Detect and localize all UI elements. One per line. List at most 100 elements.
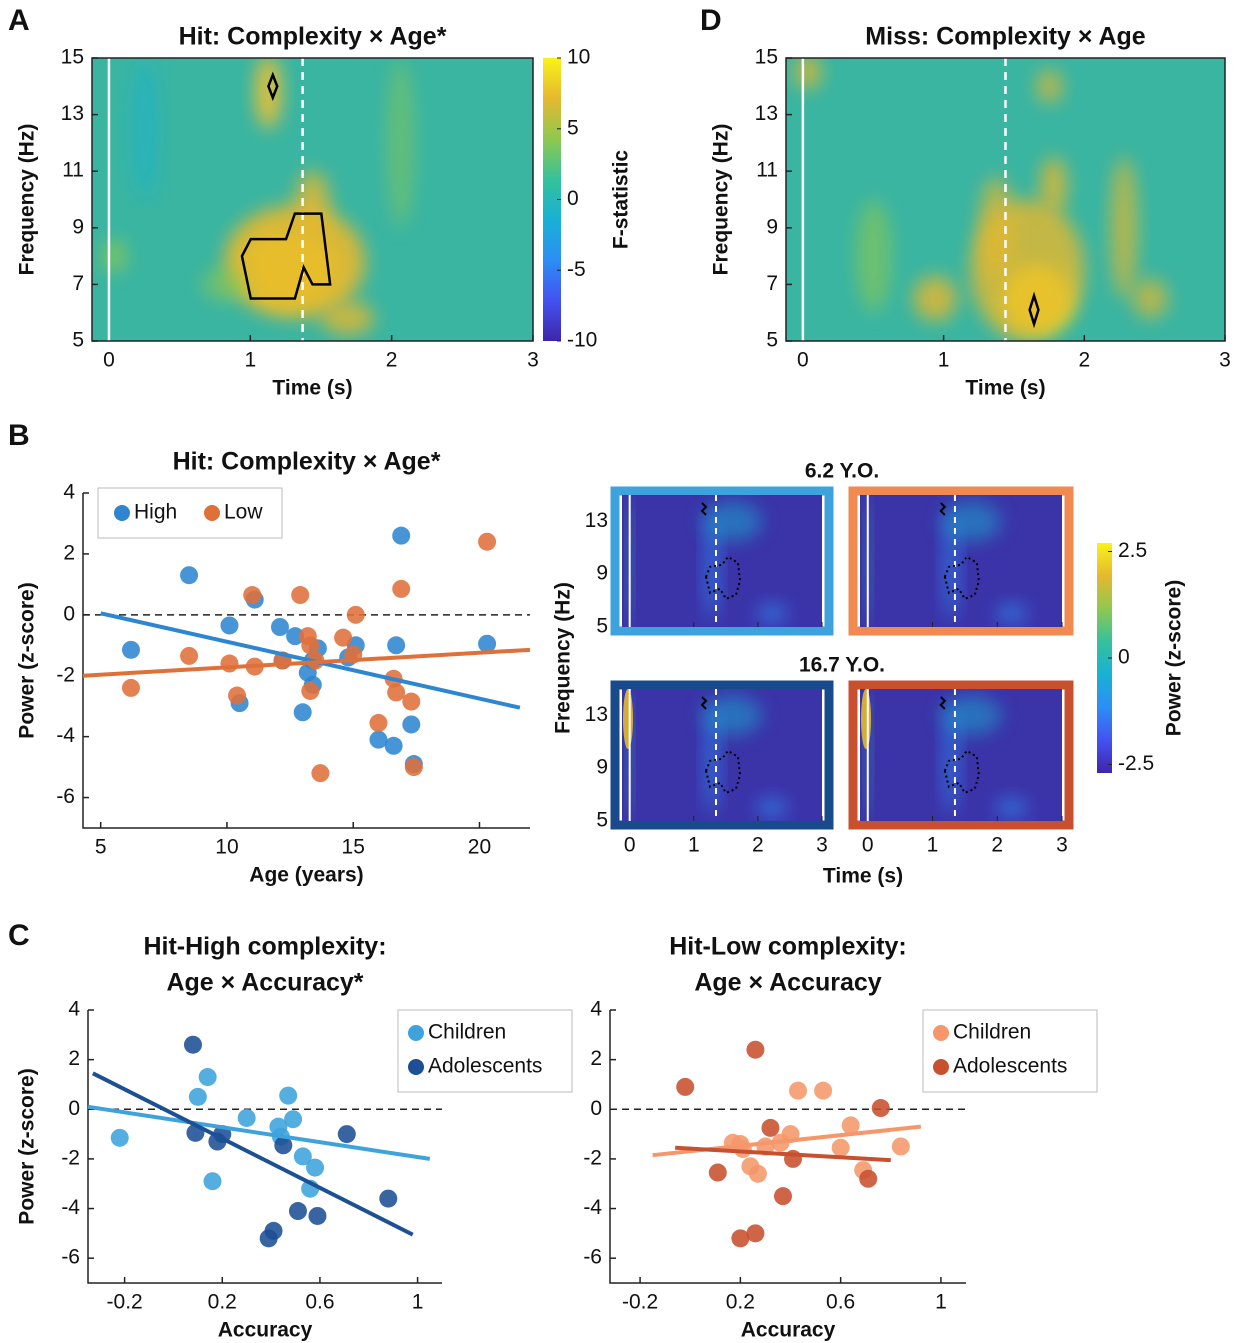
x-tick-label: 0.2 (726, 1291, 755, 1314)
plot-frame (91, 57, 534, 342)
y-axis-label: Frequency (Hz) (552, 582, 575, 734)
scatter-point (369, 713, 388, 732)
legend-marker (204, 505, 220, 521)
scatter-point (871, 1099, 890, 1118)
scatter-point (392, 526, 411, 545)
scatter-point (293, 1147, 312, 1166)
legend-label: Children (953, 1021, 1031, 1044)
row-title: 6.2 Y.O. (805, 460, 879, 483)
heatmap-blob (321, 301, 375, 336)
heatmap-blob (255, 58, 282, 129)
x-tick-label: 1 (412, 1291, 424, 1314)
y-tick-label: 11 (62, 159, 84, 182)
y-tick-label: 2 (63, 541, 75, 564)
colorbar-tick-label: 5 (567, 116, 579, 139)
legend-marker (933, 1025, 949, 1041)
heatmap-field (861, 689, 1028, 821)
scatter-point (274, 1136, 293, 1155)
chart-title: Hit-High complexity: (143, 933, 386, 961)
x-tick-label: 0.2 (208, 1291, 237, 1314)
scatter-point (311, 764, 330, 783)
heatmap-blob (1036, 69, 1063, 104)
x-tick-label: 0 (624, 834, 636, 857)
colorbar-tick-label: -5 (567, 258, 586, 281)
heatmap-blob (623, 689, 633, 749)
chart-title: Miss: Complexity × Age (865, 23, 1145, 51)
scatter-point (279, 1086, 298, 1105)
legend-marker (933, 1059, 949, 1075)
x-tick-label: 3 (1056, 834, 1068, 857)
fit-line (675, 1145, 891, 1163)
x-tick-label: 1 (935, 1291, 947, 1314)
chart-title: Hit: Complexity × Age* (173, 448, 441, 476)
x-tick-label: 1 (688, 834, 700, 857)
scatter-point (478, 532, 497, 551)
scatter-point (384, 736, 403, 755)
scatter-point (286, 627, 305, 646)
scatter-point (392, 579, 411, 598)
chart-title: Hit-Low complexity: (669, 933, 907, 961)
panel-frame (848, 680, 1074, 830)
y-axis-label: Frequency (Hz) (16, 124, 39, 276)
colorbar (543, 58, 561, 341)
y-tick-label: -6 (61, 1246, 80, 1269)
x-tick-label: 0.6 (826, 1291, 855, 1314)
heatmap-blob (1040, 157, 1067, 214)
legend-box (397, 1009, 573, 1093)
y-tick-label: 7 (766, 272, 778, 295)
y-tick-label: -2 (61, 1146, 80, 1169)
x-tick-label: 3 (527, 349, 539, 372)
chart-title: Age × Accuracy* (166, 969, 363, 997)
significance-contour (939, 696, 947, 710)
y-tick-label: 15 (755, 46, 778, 69)
scatter-point (301, 636, 320, 655)
y-tick-label: 15 (61, 46, 84, 69)
x-tick-label: 2 (752, 834, 764, 857)
scatter-point (293, 703, 312, 722)
y-tick-label: 5 (72, 329, 84, 352)
scatter-point (301, 681, 320, 700)
heatmap-blob (794, 58, 822, 90)
heatmap-blob (995, 603, 1028, 625)
heatmap-blob (702, 501, 762, 542)
x-tick-label: 0 (862, 834, 874, 857)
scatter-point (264, 1221, 283, 1240)
scatter-point (220, 654, 239, 673)
scatter-point (228, 686, 247, 705)
scatter-point (188, 1087, 207, 1106)
scatter-point (306, 1158, 325, 1177)
significance-contour (240, 212, 332, 300)
scatter-point (220, 616, 239, 635)
scatter-point (121, 678, 140, 697)
x-tick-label: 0 (103, 349, 115, 372)
colorbar-tick-label: 2.5 (1118, 539, 1147, 562)
heatmap-blob (856, 199, 892, 313)
y-tick-label: 9 (766, 215, 778, 238)
legend-label: Adolescents (953, 1055, 1067, 1078)
x-axis-label: Time (s) (272, 377, 352, 400)
chart-title: Age × Accuracy (694, 969, 881, 997)
significance-contour (1028, 291, 1040, 329)
heatmap-blob (940, 695, 1002, 736)
x-tick-label: 15 (342, 836, 365, 859)
scatter-point (404, 758, 423, 777)
heatmap-blob (1110, 157, 1138, 299)
y-axis-label: Frequency (Hz) (710, 124, 733, 276)
colorbar-tick-label: 0 (1118, 646, 1130, 669)
panel-label: D (700, 4, 722, 37)
scatter-point (198, 1068, 217, 1087)
y-tick-label: -4 (583, 1196, 602, 1219)
y-tick-label: 2 (590, 1047, 602, 1070)
row-title: 16.7 Y.O. (799, 654, 885, 677)
y-tick-label: 0 (590, 1097, 602, 1120)
scatter-point (379, 1189, 398, 1208)
y-tick-label: 5 (596, 615, 608, 638)
legend: Children Adolescents (922, 1009, 1098, 1093)
colorbar-label: Power (z-score) (1163, 580, 1186, 736)
heatmap-blob (756, 603, 788, 625)
heatmap-blob (756, 797, 788, 819)
y-axis-label: Power (z-score) (16, 1068, 39, 1224)
x-tick-label: 3 (1219, 349, 1231, 372)
